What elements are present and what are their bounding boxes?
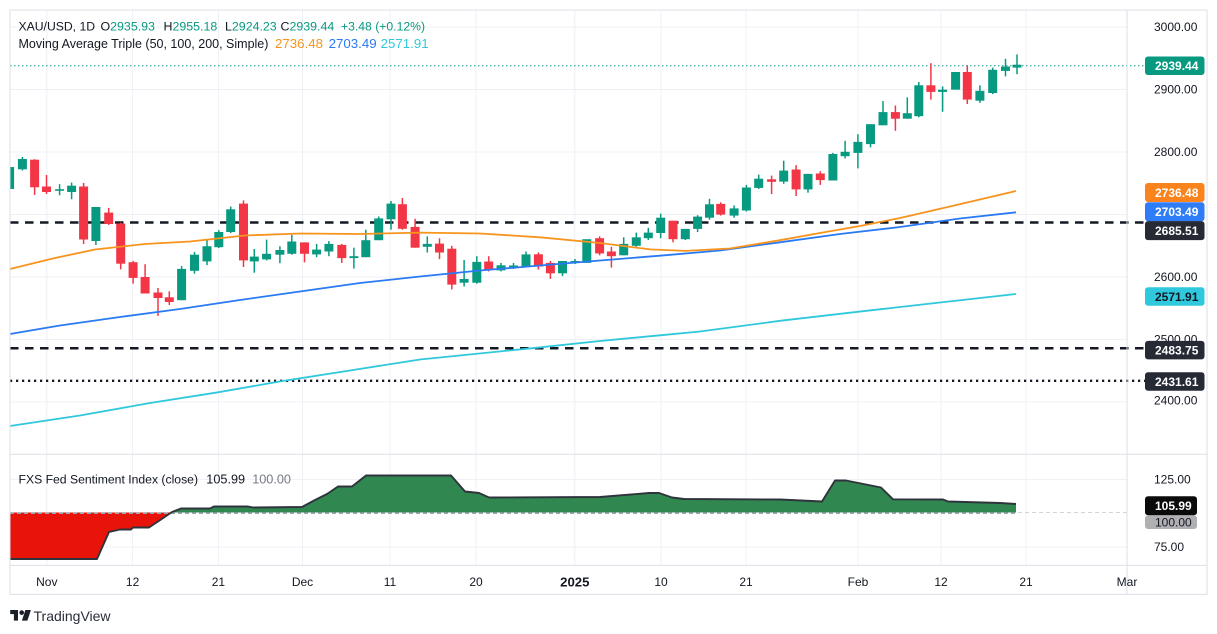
svg-text:11: 11 xyxy=(384,575,397,589)
svg-text:L2924.23: L2924.23 xyxy=(225,19,277,33)
svg-text:21: 21 xyxy=(212,575,226,589)
svg-text:2025: 2025 xyxy=(560,574,589,589)
svg-text:XAU/USD, 1D: XAU/USD, 1D xyxy=(19,19,96,33)
svg-text:Nov: Nov xyxy=(36,575,57,589)
svg-text:2736.48: 2736.48 xyxy=(1155,186,1199,200)
svg-text:2483.75: 2483.75 xyxy=(1155,344,1199,358)
svg-text:Mar: Mar xyxy=(1117,575,1138,589)
svg-text:2800.00: 2800.00 xyxy=(1154,145,1198,159)
svg-text:100.00: 100.00 xyxy=(252,473,291,487)
svg-text:12: 12 xyxy=(934,575,948,589)
svg-text:+3.48 (+0.12%): +3.48 (+0.12%) xyxy=(341,19,425,33)
svg-text:2900.00: 2900.00 xyxy=(1154,83,1198,97)
svg-text:2431.61: 2431.61 xyxy=(1155,375,1199,389)
svg-text:2703.49: 2703.49 xyxy=(1155,205,1199,219)
svg-text:2736.48: 2736.48 xyxy=(275,36,323,51)
svg-text:2571.91: 2571.91 xyxy=(1155,290,1199,304)
svg-text:12: 12 xyxy=(126,575,140,589)
svg-text:2600.00: 2600.00 xyxy=(1154,270,1198,284)
svg-text:2939.44: 2939.44 xyxy=(1155,59,1199,73)
svg-text:2703.49: 2703.49 xyxy=(329,36,377,51)
svg-text:2400.00: 2400.00 xyxy=(1154,394,1198,408)
svg-text:Feb: Feb xyxy=(848,575,869,589)
svg-text:O2935.93: O2935.93 xyxy=(101,19,156,33)
svg-text:75.00: 75.00 xyxy=(1154,540,1184,554)
svg-text:21: 21 xyxy=(739,575,753,589)
svg-text:FXS Fed Sentiment Index (close: FXS Fed Sentiment Index (close) xyxy=(19,473,199,487)
svg-text:Dec: Dec xyxy=(292,575,313,589)
svg-text:C2939.44: C2939.44 xyxy=(281,19,335,33)
svg-text:H2955.18: H2955.18 xyxy=(164,19,218,33)
svg-text:TradingView: TradingView xyxy=(34,608,112,624)
svg-text:105.99: 105.99 xyxy=(1155,499,1192,513)
svg-text:2685.51: 2685.51 xyxy=(1155,224,1199,238)
svg-text:20: 20 xyxy=(469,575,483,589)
svg-text:Moving Average Triple (50, 100: Moving Average Triple (50, 100, 200, Sim… xyxy=(19,37,269,51)
svg-text:21: 21 xyxy=(1019,575,1033,589)
svg-text:2571.91: 2571.91 xyxy=(381,36,429,51)
svg-text:100.00: 100.00 xyxy=(1155,516,1192,530)
svg-text:105.99: 105.99 xyxy=(206,473,245,487)
svg-text:3000.00: 3000.00 xyxy=(1154,20,1198,34)
svg-text:125.00: 125.00 xyxy=(1154,473,1191,487)
svg-text:10: 10 xyxy=(654,575,668,589)
